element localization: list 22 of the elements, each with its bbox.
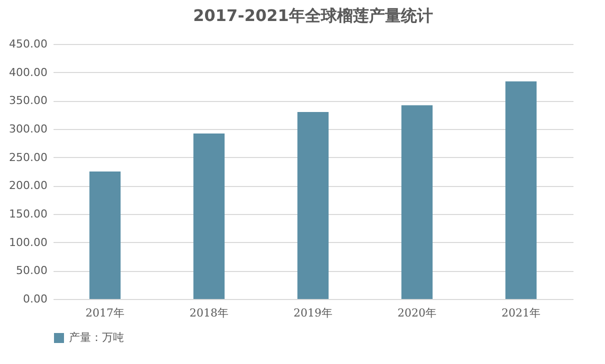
bar bbox=[505, 81, 537, 299]
y-tick-label: 350.00 bbox=[9, 94, 48, 108]
bar bbox=[89, 172, 121, 299]
x-tick-label: 2018年 bbox=[190, 306, 228, 320]
x-tick-label: 2020年 bbox=[398, 306, 436, 320]
y-tick-label: 400.00 bbox=[9, 66, 48, 79]
y-tick-label: 0.00 bbox=[23, 292, 48, 306]
x-tick-label: 2021年 bbox=[502, 306, 540, 320]
bar bbox=[297, 112, 329, 299]
bar bbox=[193, 134, 225, 299]
y-tick-label: 150.00 bbox=[9, 208, 48, 220]
y-tick-label: 450.00 bbox=[9, 38, 48, 50]
y-tick-label: 50.00 bbox=[16, 264, 48, 278]
y-tick-label: 100.00 bbox=[9, 236, 48, 249]
y-tick-label: 300.00 bbox=[9, 122, 48, 136]
chart-title: 2017-2021年全球榴莲产量统计 bbox=[193, 6, 433, 25]
x-tick-label: 2017年 bbox=[86, 306, 124, 320]
bar bbox=[401, 105, 433, 299]
y-tick-label: 200.00 bbox=[9, 179, 48, 192]
x-tick-label: 2019年 bbox=[294, 306, 332, 320]
legend-label: 产量：万吨 bbox=[69, 331, 124, 344]
y-tick-label: 250.00 bbox=[9, 150, 48, 164]
